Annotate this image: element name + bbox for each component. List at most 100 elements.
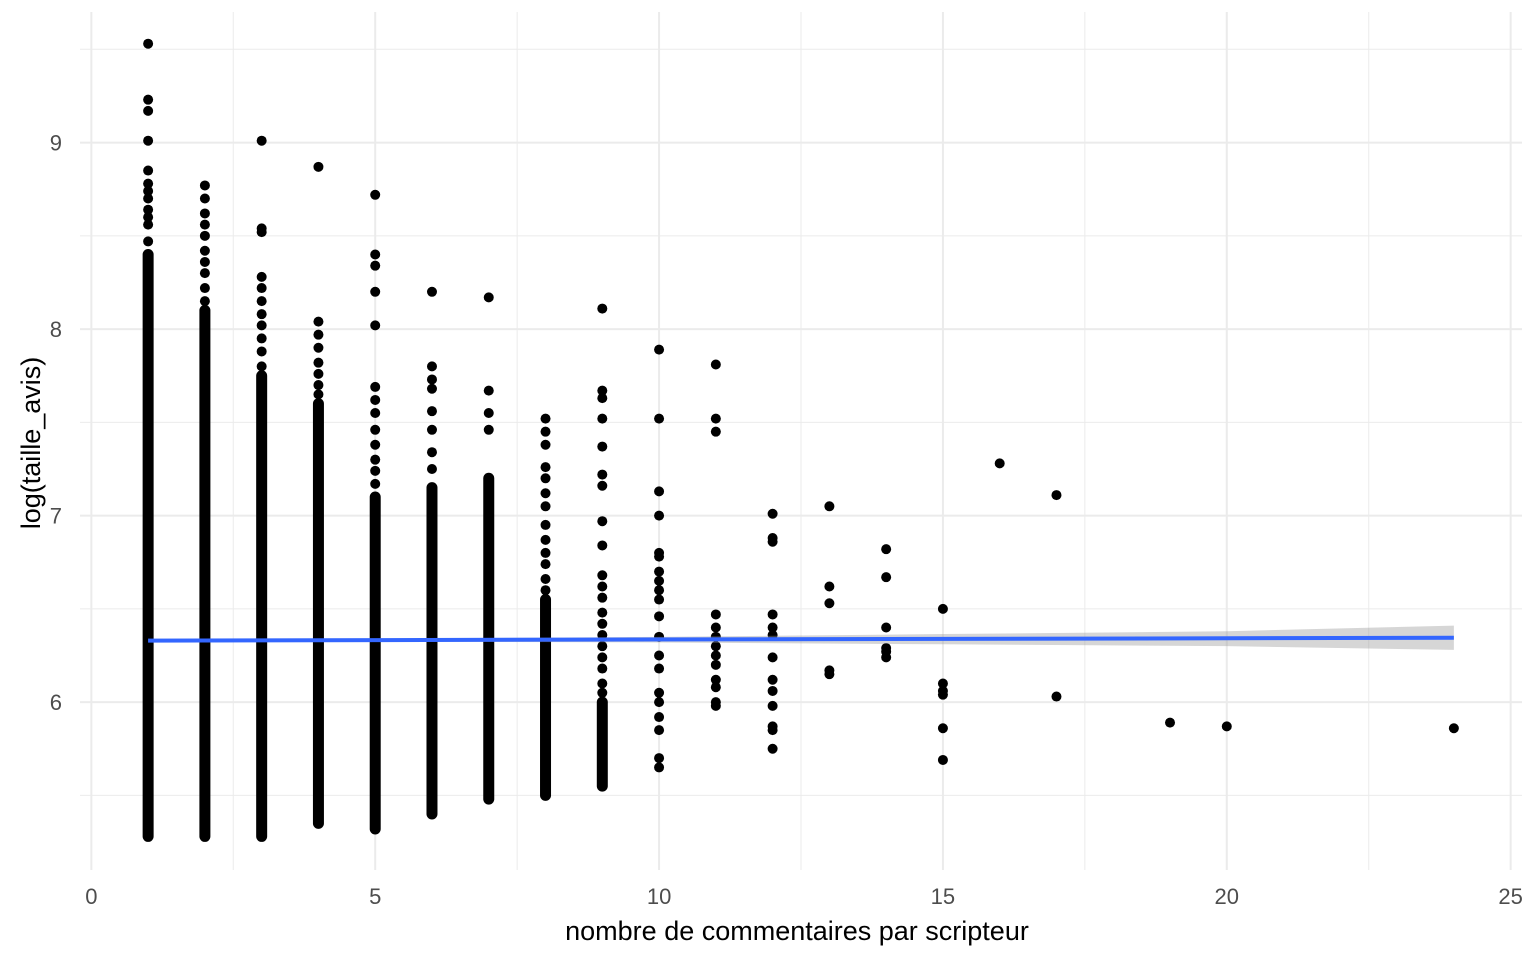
- data-point: [1221, 721, 1232, 732]
- data-point: [1448, 723, 1459, 734]
- data-point: [370, 320, 381, 331]
- data-point: [937, 678, 948, 689]
- data-point: [199, 283, 210, 294]
- data-point: [710, 359, 721, 370]
- data-point: [597, 303, 608, 314]
- data-point: [710, 609, 721, 620]
- data-point: [597, 516, 608, 527]
- data-point: [143, 165, 154, 176]
- data-point: [881, 643, 892, 654]
- data-point: [370, 424, 381, 435]
- data-point: [597, 753, 608, 764]
- point-cluster: [256, 370, 268, 842]
- data-point: [654, 697, 665, 708]
- data-point: [654, 585, 665, 596]
- data-point: [597, 652, 608, 663]
- data-point: [597, 570, 608, 581]
- data-point: [540, 462, 551, 473]
- data-point: [256, 361, 267, 372]
- data-point: [937, 685, 948, 696]
- data-point: [654, 547, 665, 558]
- data-point: [540, 574, 551, 585]
- x-tick-label: 10: [647, 884, 671, 909]
- data-point: [143, 193, 154, 204]
- data-point: [199, 208, 210, 219]
- data-point: [597, 393, 608, 404]
- data-point: [710, 622, 721, 633]
- data-point: [143, 105, 154, 116]
- data-point: [824, 581, 835, 592]
- data-point: [1051, 691, 1062, 702]
- point-cluster: [540, 594, 552, 801]
- y-tick-label: 9: [50, 131, 62, 156]
- data-point: [710, 413, 721, 424]
- data-point: [597, 629, 608, 640]
- data-point: [654, 687, 665, 698]
- data-point: [654, 344, 665, 355]
- data-point: [654, 712, 665, 723]
- data-point: [313, 368, 324, 379]
- x-tick-label: 0: [85, 884, 97, 909]
- data-point: [540, 413, 551, 424]
- data-point: [597, 469, 608, 480]
- regression-line: [148, 635, 1454, 643]
- data-point: [256, 346, 267, 357]
- data-point: [313, 357, 324, 368]
- data-point: [483, 424, 494, 435]
- point-cluster: [426, 482, 438, 820]
- data-point: [370, 454, 381, 465]
- data-point: [540, 585, 551, 596]
- data-point: [256, 283, 267, 294]
- data-point: [654, 510, 665, 521]
- data-point: [597, 618, 608, 629]
- data-point: [199, 296, 210, 307]
- data-point: [483, 408, 494, 419]
- x-tick-label: 15: [931, 884, 955, 909]
- y-tick-label: 7: [50, 504, 62, 529]
- data-point: [767, 622, 778, 633]
- data-point: [767, 609, 778, 620]
- data-point: [710, 659, 721, 670]
- data-point: [654, 413, 665, 424]
- data-point: [426, 463, 437, 474]
- data-point: [199, 245, 210, 256]
- data-point: [710, 674, 721, 685]
- data-point: [824, 501, 835, 512]
- data-point: [143, 204, 154, 215]
- data-point: [710, 641, 721, 652]
- data-point: [426, 374, 437, 385]
- data-point: [881, 544, 892, 555]
- data-point: [597, 581, 608, 592]
- point-cluster: [596, 696, 608, 792]
- data-point: [370, 439, 381, 450]
- x-tick-label: 20: [1215, 884, 1239, 909]
- data-point: [256, 271, 267, 282]
- data-point: [370, 394, 381, 405]
- data-point: [370, 260, 381, 271]
- point-cluster: [142, 248, 154, 842]
- data-point: [256, 320, 267, 331]
- data-point: [540, 439, 551, 450]
- data-point: [143, 38, 154, 49]
- data-point: [483, 385, 494, 396]
- data-point: [540, 501, 551, 512]
- data-point: [654, 575, 665, 586]
- data-point: [426, 406, 437, 417]
- data-point: [710, 682, 721, 693]
- scatter-points: [142, 38, 1459, 842]
- data-point: [710, 650, 721, 661]
- data-point: [767, 700, 778, 711]
- data-point: [540, 426, 551, 437]
- data-point: [710, 697, 721, 708]
- point-cluster: [369, 491, 381, 835]
- data-point: [937, 603, 948, 614]
- data-point: [426, 286, 437, 297]
- data-point: [937, 754, 948, 765]
- data-point: [654, 650, 665, 661]
- y-axis-title: log(taille_avis): [16, 357, 46, 530]
- data-point: [767, 743, 778, 754]
- data-point: [654, 594, 665, 605]
- x-axis-tick-labels: 0 5 10 15 20 25: [85, 884, 1523, 909]
- y-axis-tick-labels: 6 7 8 9: [50, 131, 62, 716]
